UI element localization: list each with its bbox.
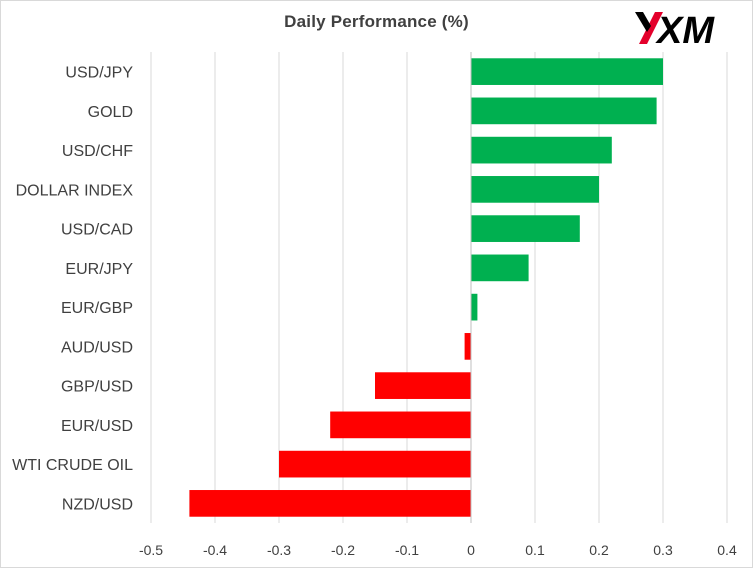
x-tick-label: -0.1	[395, 542, 419, 558]
logo-red-slash	[639, 12, 663, 44]
category-label: EUR/GBP	[61, 300, 133, 317]
chart-title: Daily Performance (%)	[284, 12, 469, 31]
bar-wti-crude-oil	[279, 450, 471, 478]
bar-eur-jpy	[471, 254, 529, 282]
x-tick-label: -0.4	[203, 542, 227, 558]
category-label: USD/CAD	[61, 222, 133, 239]
bar-usd-cad	[471, 215, 580, 242]
bar-eur-usd	[330, 411, 471, 439]
category-label: AUD/USD	[61, 339, 133, 356]
category-label: GOLD	[88, 104, 133, 121]
bar-nzd-usd	[189, 490, 471, 517]
x-tick-label: 0.2	[589, 542, 609, 558]
logo-text: XM	[655, 10, 715, 48]
bar-usd-jpy	[471, 58, 663, 85]
x-tick-label: -0.3	[267, 542, 291, 558]
category-label: NZD/USD	[62, 496, 133, 513]
category-label: DOLLAR INDEX	[16, 182, 134, 199]
category-label: EUR/JPY	[65, 261, 133, 278]
category-label: USD/JPY	[65, 65, 133, 82]
bar-gold	[471, 97, 657, 125]
x-tick-label: 0.3	[653, 542, 673, 558]
xm-logo: XM	[635, 10, 715, 48]
category-label: USD/CHF	[62, 143, 133, 160]
bar-aud-usd	[464, 333, 471, 360]
category-label: WTI CRUDE OIL	[12, 457, 133, 474]
category-label: EUR/USD	[61, 418, 133, 435]
bars	[189, 58, 663, 517]
labels: -0.5 -0.4 -0.3 -0.2 -0.1 0 0.1 0.2 0.3 0.4 USD/JPY…	[12, 65, 737, 558]
x-tick-label: -0.5	[139, 542, 163, 558]
bar-dollar-index	[471, 176, 599, 203]
x-tick-label: 0	[467, 542, 475, 558]
gridlines	[150, 52, 728, 523]
logo-black-wedge	[635, 12, 651, 32]
category-label: GBP/USD	[61, 379, 133, 396]
bar-gbp-usd	[375, 372, 471, 399]
x-tick-label: 0.1	[525, 542, 545, 558]
x-tick-label: 0.4	[717, 542, 737, 558]
x-tick-label: -0.2	[331, 542, 355, 558]
bar-eur-gbp	[471, 293, 478, 321]
bar-usd-chf	[471, 136, 612, 164]
